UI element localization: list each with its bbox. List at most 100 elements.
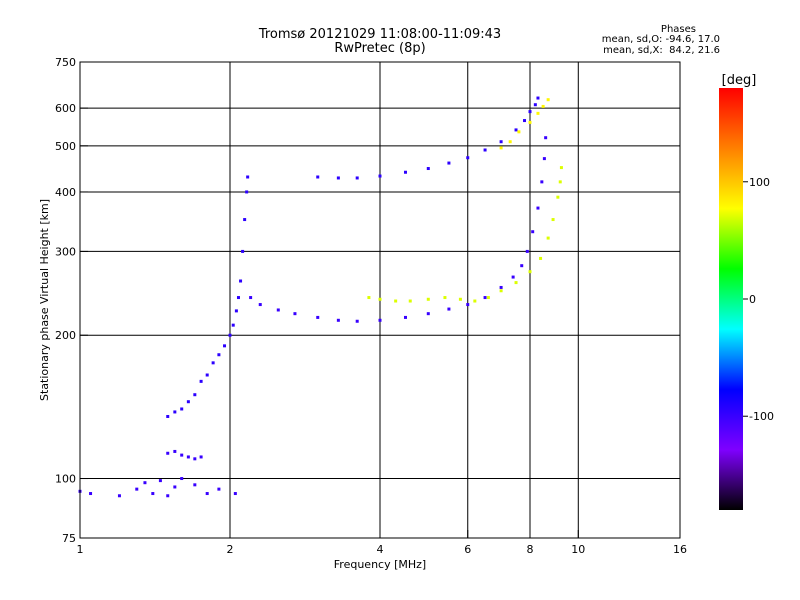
data-point [355, 176, 359, 180]
data-point [551, 218, 555, 222]
y-tick-label: 500 [55, 140, 76, 153]
data-point [217, 487, 221, 491]
data-point [193, 457, 197, 461]
data-point [241, 249, 245, 253]
data-point [180, 453, 184, 457]
y-tick-label: 750 [55, 56, 76, 69]
data-point [544, 136, 548, 140]
data-point [367, 296, 371, 300]
data-point [293, 312, 297, 316]
x-tick-label: 6 [464, 543, 471, 556]
data-point [211, 361, 215, 365]
data-point [117, 494, 121, 498]
data-point [499, 146, 503, 150]
data-point [447, 307, 451, 311]
data-point [536, 206, 540, 210]
data-point [234, 309, 238, 313]
data-point [408, 299, 412, 303]
colorbar-gradient [719, 88, 743, 510]
data-point [483, 296, 487, 300]
data-point [205, 373, 209, 377]
phase-mean-o: mean, sd,O: -94.6, 17.0 [601, 34, 720, 45]
data-point [173, 410, 177, 414]
data-point [520, 264, 524, 268]
x-tick-label: 10 [571, 543, 585, 556]
data-point [541, 104, 545, 108]
data-point [193, 483, 197, 487]
chart-title: Tromsø 20121029 11:08:00-11:09:43 [258, 27, 502, 42]
data-point [517, 130, 521, 134]
data-point [246, 175, 250, 179]
data-point [336, 318, 340, 322]
x-axis-label: Frequency [MHz] [334, 558, 426, 571]
data-point [233, 492, 237, 496]
data-point [239, 279, 243, 283]
data-point [186, 455, 190, 459]
y-tick-label: 400 [55, 186, 76, 199]
data-point [316, 175, 320, 179]
data-point [276, 308, 280, 312]
x-tick-label: 1 [77, 543, 84, 556]
y-tick-label: 600 [55, 102, 76, 115]
data-point [180, 477, 184, 481]
phase-mean-x: mean, sd,X: 84.2, 21.6 [603, 45, 720, 56]
data-point [223, 344, 227, 348]
data-point [173, 485, 177, 489]
y-tick-label: 300 [55, 245, 76, 258]
data-point [249, 296, 253, 300]
data-point [151, 492, 155, 496]
x-tick-label: 2 [227, 543, 234, 556]
data-point [536, 96, 540, 100]
data-point [378, 174, 382, 178]
data-point [539, 256, 543, 260]
data-point [236, 296, 240, 300]
data-point [426, 167, 430, 171]
data-points [78, 96, 563, 498]
x-tick-label: 16 [673, 543, 687, 556]
data-point [403, 170, 407, 174]
data-point [258, 303, 262, 307]
data-point [180, 407, 184, 411]
colorbar: 100 0 -100 [deg] [719, 73, 774, 510]
data-point [511, 275, 515, 279]
data-point [166, 494, 170, 498]
data-point [245, 190, 249, 194]
data-point [483, 148, 487, 152]
data-point [443, 296, 447, 300]
x-tick-label: 8 [527, 543, 534, 556]
y-tick-label: 200 [55, 329, 76, 342]
data-point [205, 492, 209, 496]
data-point [514, 281, 518, 285]
data-point [499, 285, 503, 289]
phase-label: Phases [660, 24, 696, 35]
data-point [523, 119, 527, 123]
grid-lines [80, 62, 680, 538]
data-point [473, 299, 477, 303]
data-point [355, 319, 359, 323]
data-point [447, 161, 451, 165]
data-point [533, 103, 537, 107]
colorbar-tick-label: -100 [749, 410, 774, 423]
data-point [403, 315, 407, 319]
data-point [458, 297, 462, 301]
data-point [486, 296, 490, 300]
data-point [540, 180, 544, 184]
data-point [559, 166, 563, 170]
data-point [193, 393, 197, 397]
data-point [499, 289, 503, 293]
data-point [558, 180, 562, 184]
data-point [466, 303, 470, 307]
y-tick-label: 75 [62, 532, 76, 545]
data-point [199, 455, 203, 459]
x-tick-label: 4 [377, 543, 384, 556]
data-point [528, 110, 532, 114]
data-point [426, 312, 430, 316]
data-point [186, 400, 190, 404]
data-point [556, 195, 560, 199]
data-point [499, 140, 503, 144]
data-point [508, 140, 512, 144]
data-point [166, 451, 170, 455]
y-tick-label: 100 [55, 473, 76, 486]
data-point [143, 481, 147, 485]
